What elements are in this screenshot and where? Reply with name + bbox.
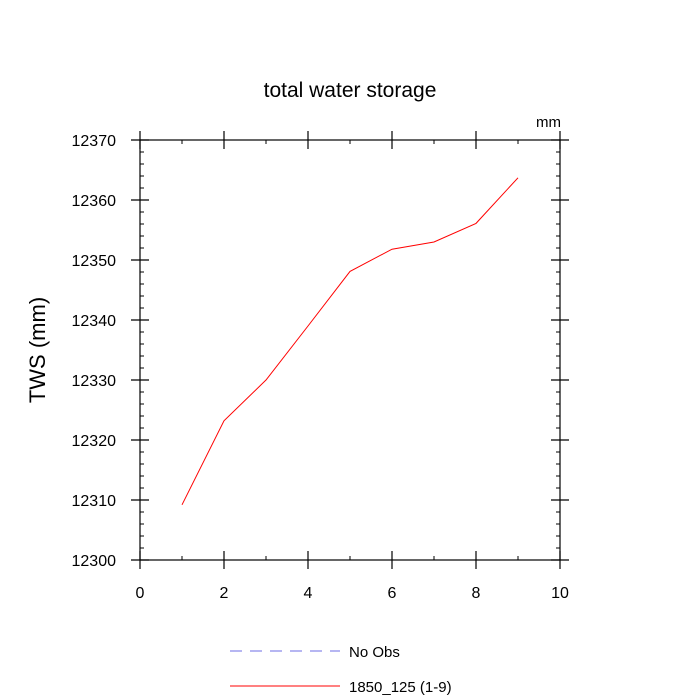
y-tick-label: 12350 — [72, 253, 117, 270]
legend-label-1: 1850_125 (1-9) — [349, 679, 452, 696]
chart-title: total water storage — [264, 79, 437, 102]
x-tick-label: 6 — [388, 585, 397, 602]
y-axis-label: TWS (mm) — [25, 297, 50, 403]
y-tick-label: 12310 — [72, 493, 117, 510]
y-tick-label: 12320 — [72, 433, 117, 450]
y-tick-label: 12330 — [72, 373, 117, 390]
tick-labels: 0 2 4 6 8 10 12300 12310 12320 12330 12340 12350 123… — [72, 133, 570, 602]
y-tick-label: 12370 — [72, 133, 117, 150]
x-tick-label: 4 — [304, 585, 313, 602]
legend-label-0: No Obs — [349, 644, 400, 661]
x-tick-label: 10 — [551, 585, 569, 602]
y-tick-label: 12340 — [72, 313, 117, 330]
minor-ticks — [140, 140, 560, 560]
legend: No Obs 1850_125 (1-9) — [230, 644, 452, 696]
series-line-1 — [181, 177, 519, 506]
x-tick-label: 2 — [220, 585, 229, 602]
x-tick-label: 0 — [136, 585, 145, 602]
units-label: mm — [536, 114, 561, 131]
x-tick-label: 8 — [472, 585, 481, 602]
series-layer — [181, 177, 519, 506]
major-ticks — [131, 131, 569, 569]
y-tick-label: 12360 — [72, 193, 117, 210]
plot-frame — [139, 139, 561, 561]
y-tick-label: 12300 — [72, 553, 117, 570]
